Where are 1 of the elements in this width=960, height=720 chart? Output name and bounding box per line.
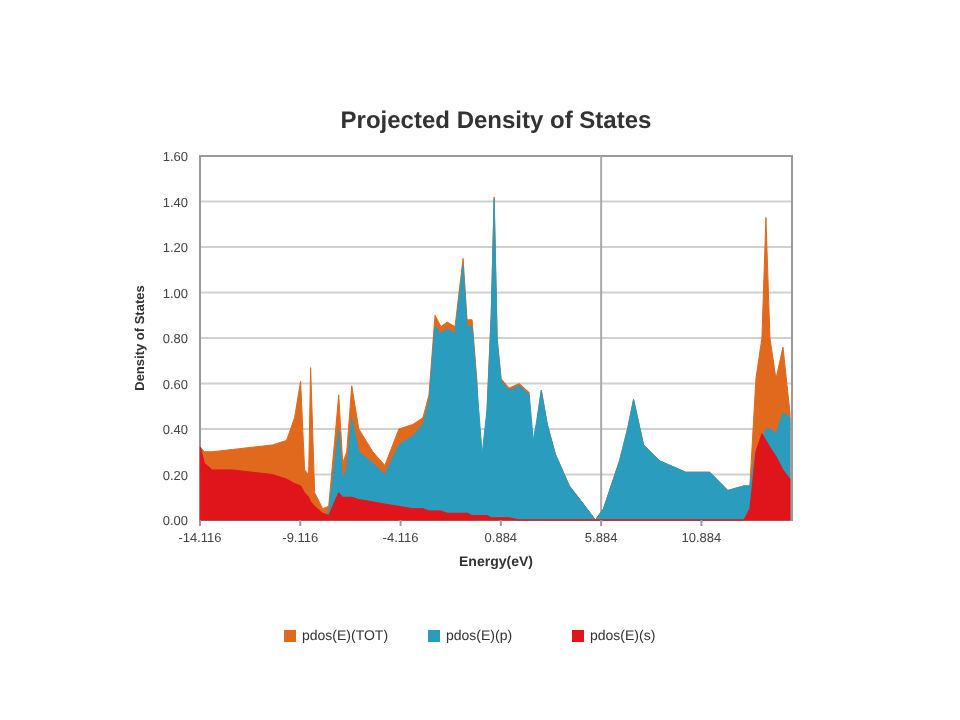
chart-title: Projected Density of States <box>340 106 653 134</box>
